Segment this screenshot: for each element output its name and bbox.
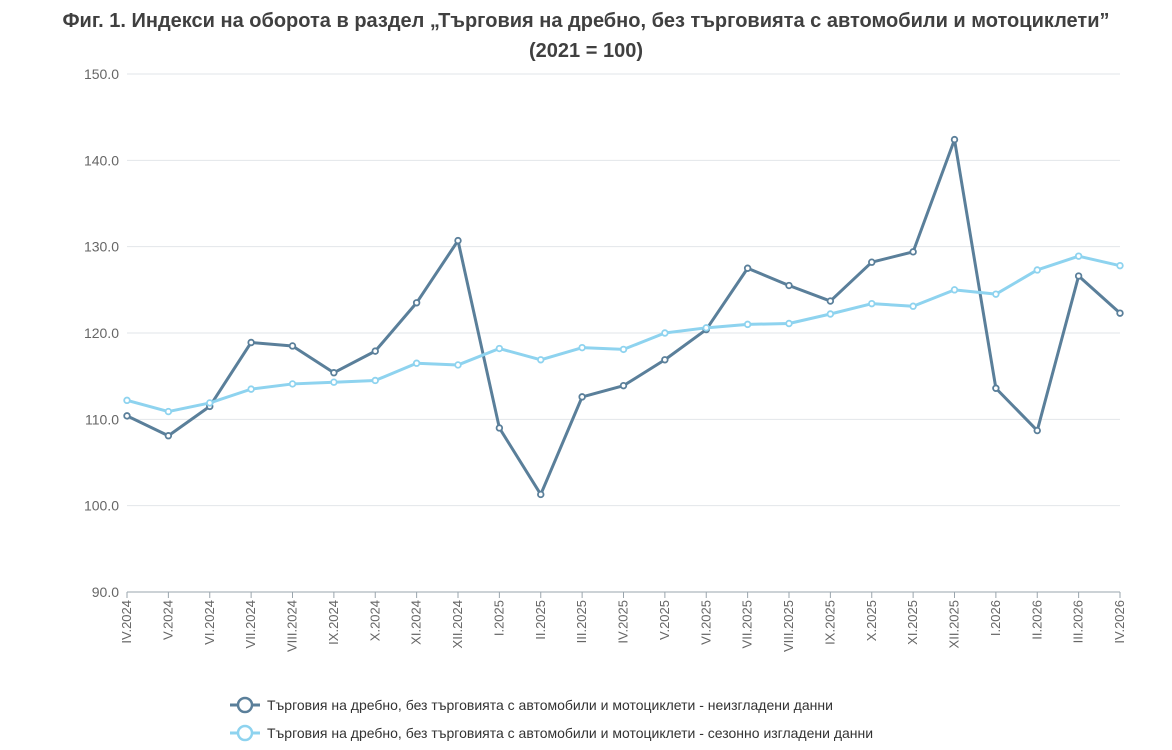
grid-lines: [127, 73, 1120, 507]
series-1-point[interactable]: [1033, 426, 1041, 435]
x-tick-label: IV.2026: [1112, 600, 1127, 644]
series-1-point[interactable]: [743, 264, 752, 272]
x-tick-label: XII.2025: [947, 600, 962, 648]
series-2-point[interactable]: [743, 320, 752, 329]
series-2-point[interactable]: [702, 324, 710, 332]
series-2-point[interactable]: [247, 385, 255, 393]
y-tick-label: 120.0: [84, 325, 119, 341]
x-tick-label: VII.2025: [740, 600, 755, 648]
series-2-point[interactable]: [785, 319, 793, 328]
series-2-point[interactable]: [619, 345, 628, 354]
series-1-point[interactable]: [495, 424, 504, 432]
x-tick-label: IV.2025: [616, 600, 631, 644]
x-tick-label: V.2025: [657, 600, 672, 640]
series-1-point[interactable]: [1074, 272, 1083, 280]
y-tick-label: 150.0: [84, 66, 119, 82]
x-tick-label: III.2026: [1071, 600, 1086, 643]
x-tick-label: I.2025: [491, 600, 506, 636]
chart-subtitle: (2021 = 100): [529, 40, 643, 62]
series-2-point[interactable]: [371, 376, 379, 385]
series-1-point[interactable]: [950, 135, 959, 144]
series-line-1: [125, 138, 1122, 496]
legend: Търговия на дребно, без търговията с авт…: [230, 696, 873, 742]
x-tick-label: X.2024: [367, 600, 382, 641]
series-2-point[interactable]: [950, 286, 959, 294]
series-2-point[interactable]: [164, 407, 173, 416]
series-1-point[interactable]: [578, 393, 586, 401]
series-2-point[interactable]: [1033, 266, 1041, 274]
series-2-point[interactable]: [123, 396, 131, 405]
series-2-point[interactable]: [288, 380, 297, 388]
series-1-point[interactable]: [909, 248, 917, 256]
x-tick-label: X.2025: [864, 600, 879, 641]
series-2-point[interactable]: [330, 378, 338, 386]
series-2-point[interactable]: [495, 344, 504, 353]
series-1-point[interactable]: [247, 338, 255, 347]
x-axis: IV.2024 V.2024 VI.2024 VII.2024 VIII.2024 IX.…: [119, 591, 1127, 652]
series-1-point[interactable]: [1116, 309, 1124, 317]
series-group: [123, 135, 1124, 499]
x-tick-label: VI.2024: [202, 600, 217, 645]
series-2-point[interactable]: [578, 343, 586, 352]
x-tick-label: VIII.2025: [781, 600, 796, 652]
x-tick-label: VI.2025: [698, 600, 713, 645]
series-2-point[interactable]: [826, 310, 835, 318]
series-2-point[interactable]: [992, 290, 1000, 298]
series-1-point[interactable]: [537, 490, 545, 499]
series-2-point[interactable]: [454, 361, 462, 369]
x-tick-label: VIII.2024: [285, 600, 300, 652]
series-1-point[interactable]: [454, 236, 462, 245]
legend-label-2[interactable]: Търговия на дребно, без търговията с авт…: [267, 725, 873, 741]
series-1-point[interactable]: [330, 369, 338, 377]
series-1-point[interactable]: [371, 347, 379, 355]
legend-swatch-marker-2[interactable]: [236, 724, 254, 742]
series-1-point[interactable]: [123, 412, 131, 420]
y-tick-label: 140.0: [84, 152, 119, 168]
series-2-point[interactable]: [661, 329, 669, 337]
series-1-point[interactable]: [992, 384, 1000, 392]
series-1-point[interactable]: [412, 299, 421, 307]
legend-swatch-marker-1[interactable]: [236, 696, 254, 714]
x-tick-label: II.2026: [1029, 600, 1044, 640]
series-2-point[interactable]: [868, 299, 876, 308]
x-tick-label: XI.2024: [409, 600, 424, 645]
x-tick-label: V.2024: [160, 600, 175, 640]
series-2-point[interactable]: [412, 359, 421, 367]
series-1-point[interactable]: [868, 258, 876, 266]
x-tick-label: XII.2024: [450, 600, 465, 648]
x-tick-label: II.2025: [533, 600, 548, 640]
series-2-point[interactable]: [537, 356, 545, 364]
series-1-point[interactable]: [619, 381, 628, 390]
x-tick-label: IV.2024: [119, 600, 134, 644]
chart-title: Фиг. 1. Индекси на оборота в раздел „Тър…: [62, 10, 1110, 32]
legend-label-1[interactable]: Търговия на дребно, без търговията с авт…: [267, 697, 833, 713]
x-tick-label: IX.2025: [822, 600, 837, 645]
y-tick-label: 110.0: [85, 411, 119, 427]
y-axis-ticks: 90.0 100.0 110.0 120.0 130.0 140.0 150.0: [84, 66, 119, 600]
x-tick-label: I.2026: [988, 600, 1003, 636]
x-tick-label: IX.2024: [326, 600, 341, 645]
series-1-point[interactable]: [661, 356, 669, 364]
chart-title-block: Фиг. 1. Индекси на оборота в раздел „Тър…: [0, 6, 1172, 66]
series-1-point[interactable]: [164, 432, 173, 440]
y-tick-label: 90.0: [92, 584, 119, 600]
series-1-point[interactable]: [288, 342, 297, 350]
series-1-point[interactable]: [826, 297, 835, 305]
series-2-point[interactable]: [909, 302, 917, 310]
series-1-point[interactable]: [785, 281, 793, 290]
y-tick-label: 100.0: [84, 498, 119, 514]
x-tick-label: VII.2024: [243, 600, 258, 648]
x-tick-label: III.2025: [574, 600, 589, 643]
series-2-point[interactable]: [1116, 261, 1124, 270]
x-tick-label: XI.2025: [905, 600, 920, 645]
y-tick-label: 130.0: [84, 239, 119, 255]
series-2-point[interactable]: [1074, 252, 1083, 260]
series-2-point[interactable]: [206, 399, 214, 407]
